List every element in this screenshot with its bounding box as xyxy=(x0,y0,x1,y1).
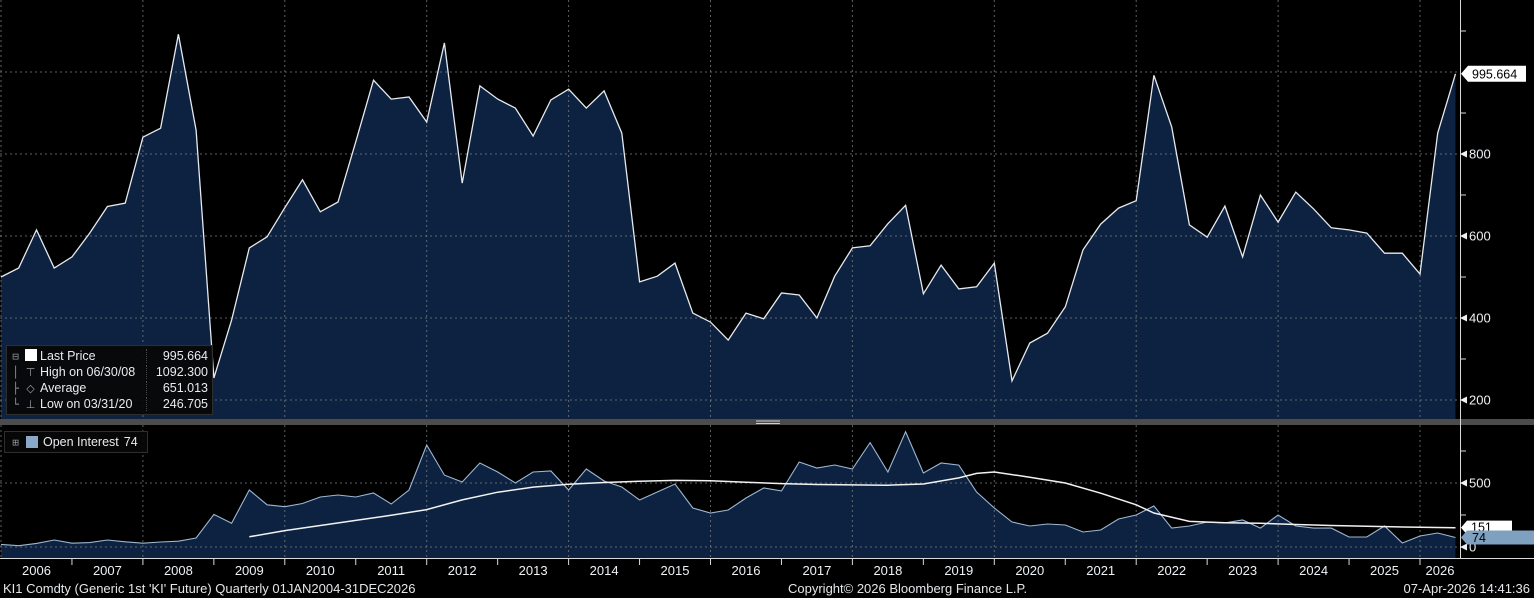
year-label: 2012 xyxy=(448,563,477,578)
security-description: KI1 Comdty (Generic 1st 'KI' Future) Qua… xyxy=(3,581,416,596)
y-tick-label: 800 xyxy=(1469,147,1491,162)
y-tick-arrow xyxy=(1460,479,1467,487)
legend-label: High on 06/30/08 xyxy=(40,365,136,379)
open-interest-trend-line xyxy=(249,471,1456,538)
year-label: 2015 xyxy=(661,563,690,578)
year-label: 2018 xyxy=(873,563,902,578)
average-marker-icon: ◇ xyxy=(26,382,35,395)
year-label: 2026 xyxy=(1426,563,1455,578)
y-tick-arrow xyxy=(1460,314,1467,322)
year-label: 2022 xyxy=(1157,563,1186,578)
tree-branch: ├ xyxy=(12,381,19,395)
last-price-swatch xyxy=(24,348,37,364)
legend-row-last-price: ⊟ Last Price 995.664 xyxy=(10,348,208,364)
tree-collapse-icon[interactable]: ⊟ xyxy=(12,349,19,363)
high-marker-icon: ⊤ xyxy=(25,366,36,379)
year-label: 2014 xyxy=(590,563,619,578)
legend-label: Low on 03/31/20 xyxy=(40,397,133,411)
y-tick-label: 400 xyxy=(1469,311,1491,326)
panel-divider xyxy=(0,419,1534,425)
year-label: 2023 xyxy=(1228,563,1257,578)
year-label: 2021 xyxy=(1086,563,1115,578)
open-interest-value: 74 xyxy=(123,435,138,449)
y-tick-arrow xyxy=(1460,396,1467,404)
year-label: 2008 xyxy=(164,563,193,578)
y-tick-label: 200 xyxy=(1469,393,1491,408)
legend-value: 246.705 xyxy=(146,397,208,411)
open-interest-area xyxy=(1,431,1456,558)
y-tick-label: 500 xyxy=(1469,476,1491,491)
y-tick-label: 0 xyxy=(1469,540,1476,555)
year-label: 2020 xyxy=(1015,563,1044,578)
tree-branch: └ xyxy=(12,397,19,411)
copyright-text: Copyright© 2026 Bloomberg Finance L.P. xyxy=(788,581,1028,596)
price-area xyxy=(1,34,1456,419)
y-tick-label: 600 xyxy=(1469,229,1491,244)
y-tick-arrow xyxy=(1460,232,1467,240)
oi-last-value-label xyxy=(1461,530,1534,545)
timestamp: 07-Apr-2026 14:41:36 xyxy=(1403,581,1530,596)
year-label: 2013 xyxy=(519,563,548,578)
oi-last-value-text: 74 xyxy=(1472,531,1486,545)
low-marker-icon: ⊥ xyxy=(25,398,36,411)
legend-row-average: ├ ◇ Average 651.013 xyxy=(10,380,208,396)
year-label: 2016 xyxy=(732,563,761,578)
chart-canvas[interactable]: 2006 2007 2008 2009 2010 2011 2012 2013 2014 2015… xyxy=(0,0,1534,578)
y-tick-arrow xyxy=(1460,543,1467,551)
year-label: 2009 xyxy=(235,563,264,578)
legend-row-low: └ ⊥ Low on 03/31/20 246.705 xyxy=(10,396,208,412)
year-label: 2007 xyxy=(93,563,122,578)
legend-value: 651.013 xyxy=(146,381,208,395)
divider-drag-handle[interactable] xyxy=(756,420,780,424)
y-tick-arrow xyxy=(1460,150,1467,158)
last-price-text: 995.664 xyxy=(1472,67,1517,81)
tree-branch: │ xyxy=(12,365,19,379)
legend-row-high: │ ⊤ High on 06/30/08 1092.300 xyxy=(10,364,208,380)
year-label: 2011 xyxy=(377,563,405,578)
open-interest-label: Open Interest xyxy=(43,435,119,449)
year-label: 2024 xyxy=(1299,563,1328,578)
price-line xyxy=(0,34,1457,384)
price-legend-panel[interactable]: ⊟ Last Price 995.664 │ ⊤ High on 06/30/0… xyxy=(6,345,213,415)
legend-label: Average xyxy=(40,381,87,395)
year-label: 2010 xyxy=(306,563,335,578)
footer-bar: KI1 Comdty (Generic 1st 'KI' Future) Qua… xyxy=(0,580,1534,598)
tree-expand-icon[interactable]: ⊞ xyxy=(12,435,19,449)
open-interest-legend[interactable]: ⊞ Open Interest 74 xyxy=(4,431,148,453)
year-label: 2019 xyxy=(944,563,973,578)
legend-value: 995.664 xyxy=(146,349,208,363)
year-label: 2025 xyxy=(1370,563,1399,578)
open-interest-swatch xyxy=(26,436,38,448)
legend-label: Last Price xyxy=(40,349,96,363)
legend-value: 1092.300 xyxy=(146,365,208,379)
year-label: 2017 xyxy=(802,563,831,578)
year-label: 2006 xyxy=(22,563,51,578)
last-price-label xyxy=(1461,65,1526,82)
